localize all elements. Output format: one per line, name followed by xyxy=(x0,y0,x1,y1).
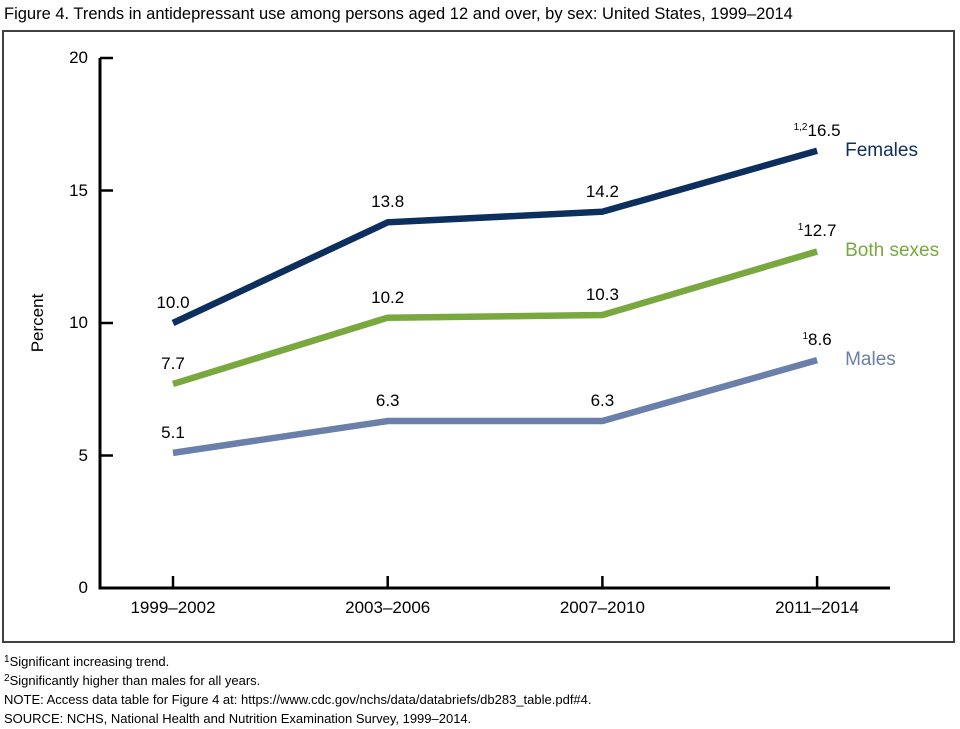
footnote-1-sup: 1 xyxy=(4,654,10,665)
y-tick-label: 5 xyxy=(78,445,88,465)
data-label-males: 18.6 xyxy=(802,330,832,350)
footnote-note: NOTE: Access data table for Figure 4 at:… xyxy=(4,691,592,710)
figure-title: Figure 4. Trends in antidepressant use a… xyxy=(4,5,793,23)
data-label-both-sexes: 10.3 xyxy=(585,285,619,305)
series-label-females: Females xyxy=(845,139,918,161)
series-label-both-sexes: Both sexes xyxy=(845,240,940,262)
data-label-females: 1,216.5 xyxy=(793,120,841,140)
x-tick-label: 1999–2002 xyxy=(130,598,216,617)
data-label-males: 5.1 xyxy=(161,422,185,442)
y-tick-label: 20 xyxy=(69,48,88,67)
footnote-2-text: Significantly higher than males for all … xyxy=(9,673,261,688)
y-tick-label: 0 xyxy=(78,578,88,597)
x-tick-label: 2007–2010 xyxy=(559,598,645,617)
data-label-both-sexes: 10.2 xyxy=(371,287,405,307)
footnote-note-text: NOTE: Access data table for Figure 4 at:… xyxy=(4,692,592,707)
footnote-source-text: SOURCE: NCHS, National Health and Nutrit… xyxy=(4,711,472,726)
data-label-superscript: 1,2 xyxy=(793,121,808,133)
footnote-1-text: Significant increasing trend. xyxy=(9,654,170,669)
footnote-2: 2Significantly higher than males for all… xyxy=(4,672,592,691)
data-label-females: 10.0 xyxy=(156,293,190,312)
series-label-males: Males xyxy=(845,349,896,371)
footnote-2-sup: 2 xyxy=(4,673,10,684)
data-label-both-sexes: 112.7 xyxy=(797,221,837,241)
data-label-males: 6.3 xyxy=(590,391,615,411)
data-label-superscript: 1 xyxy=(797,222,804,234)
footnotes: 1Significant increasing trend. 2Signific… xyxy=(4,653,592,729)
y-tick-label: 10 xyxy=(69,313,88,332)
footnote-1: 1Significant increasing trend. xyxy=(4,653,592,672)
data-label-superscript: 1 xyxy=(802,331,809,343)
y-tick-label: 15 xyxy=(69,180,88,200)
data-label-males: 6.3 xyxy=(375,391,400,411)
x-tick-label: 2003–2006 xyxy=(345,598,431,617)
x-tick-label: 2011–2014 xyxy=(775,598,860,617)
data-label-females: 13.8 xyxy=(371,192,405,212)
data-label-females: 14.2 xyxy=(585,181,619,201)
data-label-both-sexes: 7.7 xyxy=(161,353,185,373)
